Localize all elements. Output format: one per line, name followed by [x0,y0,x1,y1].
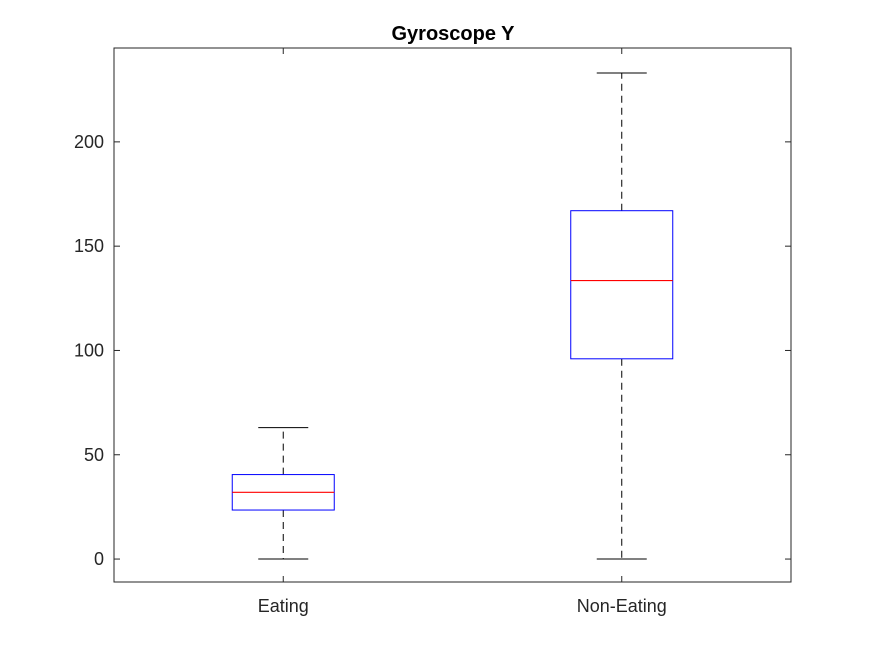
y-tick-label: 200 [74,132,104,152]
x-tick-label: Eating [258,596,309,616]
y-axis: 0 50 100 150 200 [74,132,791,569]
y-tick-label: 100 [74,340,104,360]
iqr-box [570,210,674,360]
boxes [231,72,674,560]
box-eating [231,427,335,560]
box-non-eating [570,72,674,560]
x-tick-label: Non-Eating [577,596,667,616]
y-tick-label: 0 [94,549,104,569]
y-tick-label: 150 [74,236,104,256]
y-tick-label: 50 [84,445,104,465]
plot-area [113,47,792,583]
chart-title: Gyroscope Y [391,23,515,45]
x-axis: Eating Non-Eating [258,48,667,616]
